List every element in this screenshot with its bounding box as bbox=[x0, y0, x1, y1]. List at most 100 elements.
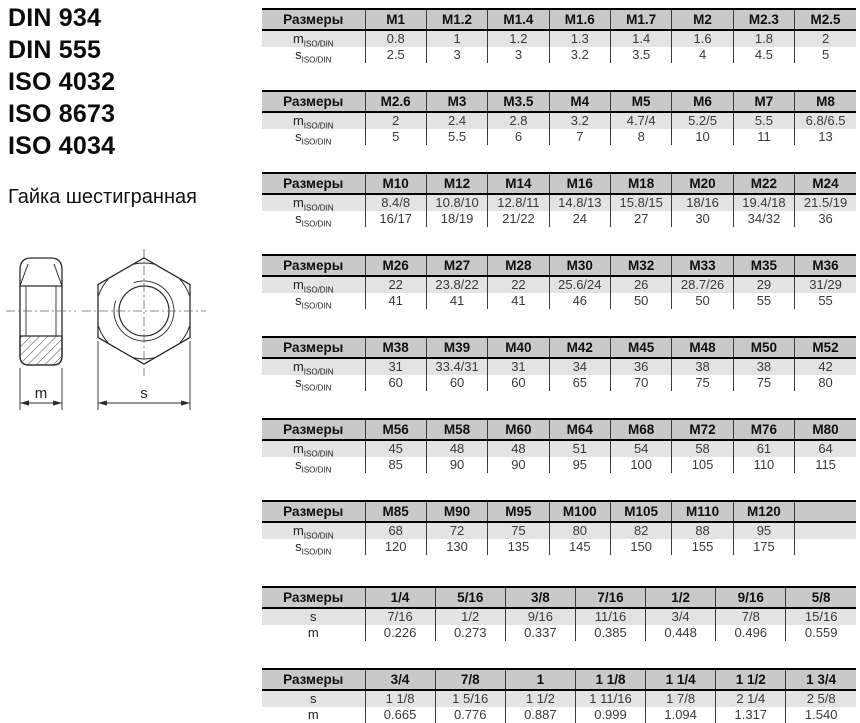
dimension-value: 60 bbox=[425, 375, 488, 391]
dimension-value: 33.4/31 bbox=[425, 358, 488, 375]
dimension-value: 110 bbox=[732, 457, 795, 473]
sizes-header-label: Размеры bbox=[262, 501, 365, 523]
dimension-value: 0.8 bbox=[364, 30, 427, 47]
dimension-row-m: mISO/DIN 45 48 48 51 54 58 61 64 bbox=[262, 440, 856, 458]
dimension-value: 45 bbox=[364, 440, 427, 457]
dimension-value: 70 bbox=[609, 375, 672, 391]
dimension-value: 145 bbox=[548, 539, 611, 555]
size-column-header: M4 bbox=[548, 91, 611, 113]
row-label: sISO/DIN bbox=[295, 211, 332, 229]
dimension-value: 65 bbox=[548, 375, 611, 391]
dimension-value: 22 bbox=[364, 276, 427, 293]
dimension-value: 1 1/2 bbox=[504, 690, 576, 707]
size-column-header: M14 bbox=[487, 173, 550, 195]
size-column-header: M56 bbox=[364, 419, 427, 441]
table-header-row: Размеры M38 M39 M40 M42 M45 M48 M50 M52 bbox=[262, 337, 856, 359]
size-column-header: M1 bbox=[364, 9, 427, 31]
dimensions-table-5: Размеры M38 M39 M40 M42 M45 M48 M50 M52 mISO/DIN 3… bbox=[262, 336, 856, 392]
size-column-header: 1 1/4 bbox=[645, 669, 716, 691]
dimension-value: 10.8/10 bbox=[425, 194, 488, 211]
dimension-value: 100 bbox=[609, 457, 672, 473]
size-column-header: 1 bbox=[504, 669, 576, 691]
row-label: sISO/DIN bbox=[295, 539, 332, 557]
dimensions-table-6: Размеры M56 M58 M60 M64 M68 M72 M76 M80 mISO/DIN 4… bbox=[262, 418, 856, 474]
size-column-header: M18 bbox=[609, 173, 672, 195]
dimensions-table-3: Размеры M10 M12 M14 M16 M18 M20 M22 M24 mISO/DIN 8… bbox=[262, 172, 856, 229]
table-header-row: Размеры 1/4 5/16 3/8 7/16 1/2 9/16 5/8 bbox=[262, 587, 856, 609]
size-column-header: M36 bbox=[794, 255, 856, 277]
size-column-header: M110 bbox=[671, 501, 734, 523]
dimension-row-m: mISO/DIN 68 72 75 80 82 88 95 bbox=[262, 522, 856, 540]
dimension-value: 0.273 bbox=[434, 625, 506, 641]
dimension-value: 26 bbox=[609, 276, 672, 293]
dimension-value: 0.999 bbox=[574, 707, 646, 723]
size-column-header: M8 bbox=[794, 91, 856, 113]
dimension-row-m: m 0.665 0.776 0.887 0.999 1.094 1.317 1.540 bbox=[262, 707, 856, 723]
dimension-m: m bbox=[19, 368, 63, 410]
sizes-header-label: Размеры bbox=[262, 337, 365, 359]
size-column-header: M10 bbox=[364, 173, 427, 195]
dimension-value: 46 bbox=[548, 293, 611, 309]
size-column-header: M39 bbox=[425, 337, 488, 359]
dimension-value: 4 bbox=[671, 47, 734, 63]
dimension-value: 27 bbox=[609, 211, 672, 227]
dimension-value: 14.8/13 bbox=[548, 194, 611, 211]
table-header-row: Размеры 3/4 7/8 1 1 1/8 1 1/4 1 1/2 1 3/4 bbox=[262, 669, 856, 691]
dimension-value: 0.496 bbox=[715, 625, 786, 641]
dimension-value: 75 bbox=[487, 522, 550, 539]
dimension-value: 4.7/4 bbox=[609, 112, 672, 129]
dimension-value: 21/22 bbox=[487, 211, 550, 227]
dimension-value: 1 7/8 bbox=[645, 690, 716, 707]
dimension-value: 58 bbox=[671, 440, 734, 457]
row-label: sISO/DIN bbox=[295, 47, 332, 65]
dimension-value: 50 bbox=[609, 293, 672, 309]
dimension-value: 135 bbox=[487, 539, 550, 555]
dimension-value: 1.3 bbox=[548, 30, 611, 47]
dimension-value: 5.5 bbox=[732, 112, 795, 129]
dimension-value: 2.5 bbox=[364, 47, 427, 63]
dimension-value: 15.8/15 bbox=[609, 194, 672, 211]
table-header-row: Размеры M1 M1.2 M1.4 M1.6 M1.7 M2 M2.3 M2.5 bbox=[262, 9, 856, 31]
dimensions-table-1: Размеры M1 M1.2 M1.4 M1.6 M1.7 M2 M2.3 M2.5 mISO/… bbox=[262, 8, 856, 65]
dimension-value: 68 bbox=[364, 522, 427, 539]
size-column-header: M85 bbox=[364, 501, 427, 523]
dimension-row-s: sISO/DIN 16/17 18/19 21/22 24 27 30 34/32 36 bbox=[262, 211, 856, 229]
dimension-value: 75 bbox=[671, 375, 734, 391]
dimension-row-s: sISO/DIN 5 5.5 6 7 8 10 11 13 bbox=[262, 129, 856, 146]
table-header-row: Размеры M56 M58 M60 M64 M68 M72 M76 M80 bbox=[262, 419, 856, 441]
size-column-header: M7 bbox=[732, 91, 795, 113]
dimension-value: 60 bbox=[487, 375, 550, 391]
size-column-header: M58 bbox=[425, 419, 488, 441]
dimension-value: 22 bbox=[487, 276, 550, 293]
dimension-value: 2 bbox=[794, 30, 856, 47]
dimension-value: 19.4/18 bbox=[732, 194, 795, 211]
row-label: mISO/DIN bbox=[262, 112, 365, 130]
dimension-value: 0.226 bbox=[364, 625, 436, 641]
dimensions-table-2: Размеры M2.6 M3 M3.5 M4 M5 M6 M7 M8 mISO/DIN 2 2.4 2… bbox=[262, 90, 856, 146]
size-column-header: M1.4 bbox=[487, 9, 550, 31]
size-column-header: M80 bbox=[794, 419, 856, 441]
dimension-value: 88 bbox=[671, 522, 734, 539]
size-column-header: M1.7 bbox=[609, 9, 672, 31]
size-column-header: M38 bbox=[364, 337, 427, 359]
dimension-value: 8 bbox=[609, 129, 672, 145]
dimension-value: 61 bbox=[732, 440, 795, 457]
dimension-value: 1.540 bbox=[785, 707, 856, 723]
dimension-value: 64 bbox=[794, 440, 856, 457]
size-column-header: M100 bbox=[548, 501, 611, 523]
table-header-row: Размеры M85 M90 M95 M100 M105 M110 M120 bbox=[262, 501, 856, 523]
dimension-value: 25.6/24 bbox=[548, 276, 611, 293]
dimension-value: 48 bbox=[425, 440, 488, 457]
dimension-value: 95 bbox=[548, 457, 611, 473]
dimension-value: 10 bbox=[671, 129, 734, 145]
size-column-header: M1.6 bbox=[548, 9, 611, 31]
dimension-value: 2.8 bbox=[487, 112, 550, 129]
size-column-header: 5/8 bbox=[785, 587, 856, 609]
standard-item: ISO 4034 bbox=[8, 132, 116, 160]
size-column-header: 3/8 bbox=[504, 587, 576, 609]
dim-m-label: m bbox=[35, 385, 48, 402]
dimension-value: 1 11/16 bbox=[574, 690, 646, 707]
standards-list: DIN 934 DIN 555 ISO 4032 ISO 8673 ISO 4034 bbox=[8, 2, 115, 162]
dimension-value: 95 bbox=[732, 522, 795, 539]
dimension-value: 2.4 bbox=[425, 112, 488, 129]
